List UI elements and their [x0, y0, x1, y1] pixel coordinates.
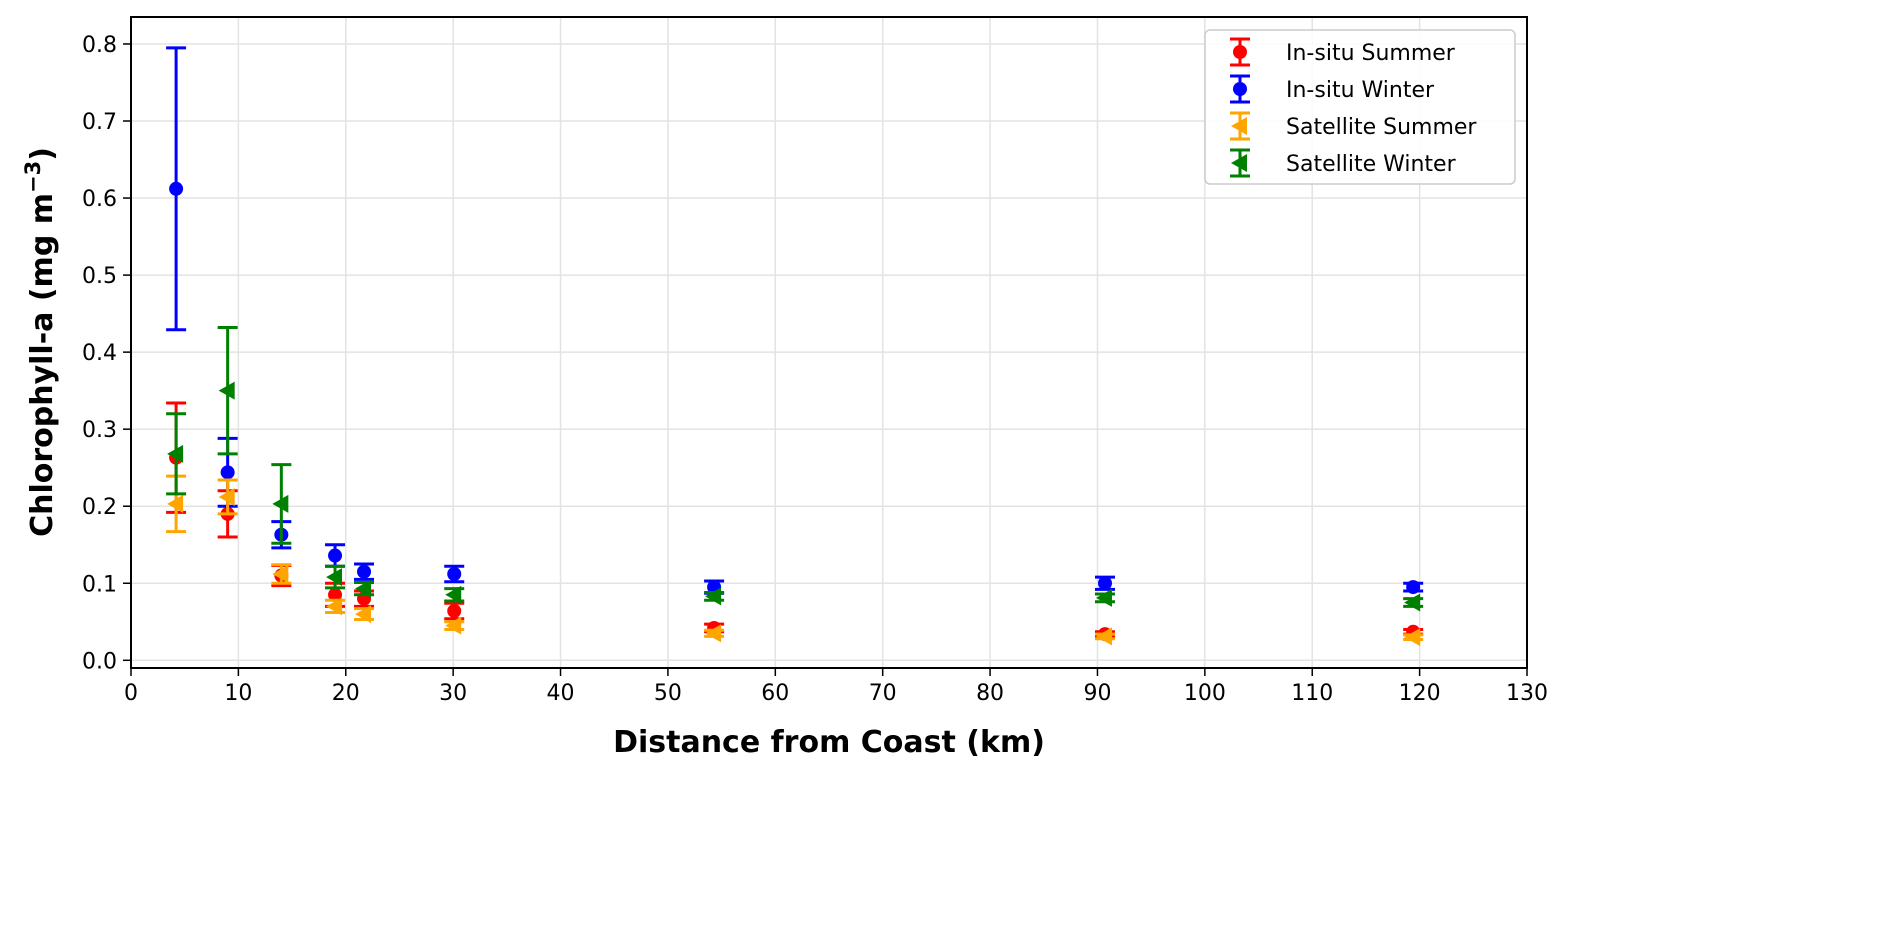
- data-point: [167, 494, 184, 513]
- data-point: [1095, 588, 1112, 607]
- legend-marker: [1233, 82, 1247, 96]
- data-point: [328, 587, 343, 602]
- data-point: [445, 585, 462, 604]
- legend-label: In-situ Winter: [1286, 78, 1435, 103]
- y-tick-label: 0.6: [82, 187, 117, 212]
- y-tick-label: 0.3: [82, 418, 117, 443]
- x-tick-label: 70: [869, 681, 897, 706]
- data-point: [328, 548, 343, 563]
- legend-label: In-situ Summer: [1286, 41, 1456, 66]
- data-marks: [166, 46, 1424, 647]
- legend-item: Satellite Summer: [1230, 111, 1477, 141]
- plot-frame: [130, 16, 1528, 669]
- data-point: [326, 568, 343, 587]
- data-point: [705, 624, 722, 643]
- legend-item: In-situ Summer: [1230, 37, 1456, 67]
- data-point: [445, 616, 462, 635]
- legend: In-situ Summer In-situ Winter Satellite Su…: [1204, 29, 1516, 185]
- data-point: [1095, 627, 1112, 646]
- data-point: [272, 494, 289, 513]
- legend-marker: [1233, 45, 1247, 59]
- data-point: [220, 465, 235, 480]
- data-point: [357, 564, 372, 579]
- x-tick-label: 30: [439, 681, 467, 706]
- series-satellite-summer: [166, 474, 1424, 647]
- legend-item: In-situ Winter: [1230, 74, 1435, 104]
- data-point: [447, 567, 462, 582]
- y-tick-label: 0.7: [82, 110, 117, 135]
- legend-label: Satellite Winter: [1286, 152, 1457, 177]
- series-satellite-winter: [166, 325, 1424, 612]
- data-point: [218, 381, 235, 400]
- data-point: [272, 565, 289, 584]
- x-tick-label: 10: [224, 681, 252, 706]
- legend-label: Satellite Summer: [1286, 115, 1477, 140]
- data-point: [1406, 580, 1421, 595]
- axis-ticks: 0 10 20 30 40 50 60 70 80 90 100 110 120 130 0.0 0.1 0.2…: [82, 33, 1548, 706]
- y-tick-label: 0.1: [82, 572, 117, 597]
- data-point: [1404, 628, 1421, 647]
- x-axis-label: Distance from Coast (km): [613, 725, 1045, 760]
- y-tick-label: 0.4: [82, 341, 117, 366]
- x-tick-label: 60: [761, 681, 789, 706]
- data-point: [355, 605, 372, 624]
- data-point: [167, 444, 184, 463]
- x-tick-label: 0: [124, 681, 138, 706]
- x-tick-label: 110: [1291, 681, 1333, 706]
- x-tick-label: 100: [1184, 681, 1226, 706]
- data-point: [447, 603, 462, 618]
- data-point: [355, 579, 372, 598]
- y-axis-label: Chlorophyll-a (mg m−3): [21, 147, 60, 537]
- x-tick-label: 40: [547, 681, 575, 706]
- data-point: [169, 181, 184, 196]
- x-tick-label: 120: [1399, 681, 1441, 706]
- x-tick-label: 80: [976, 681, 1004, 706]
- data-point: [218, 487, 235, 506]
- y-tick-label: 0.0: [82, 649, 117, 674]
- y-tick-label: 0.2: [82, 495, 117, 520]
- y-tick-label: 0.8: [82, 33, 117, 58]
- x-tick-label: 130: [1506, 681, 1548, 706]
- data-point: [1097, 576, 1112, 591]
- legend-marker: [1231, 117, 1247, 135]
- x-tick-label: 20: [332, 681, 360, 706]
- x-tick-label: 50: [654, 681, 682, 706]
- legend-marker: [1231, 154, 1247, 172]
- series-in-situ-summer: [166, 401, 1424, 642]
- legend-item: Satellite Winter: [1230, 148, 1457, 178]
- data-point: [326, 597, 343, 616]
- data-point: [705, 587, 722, 606]
- x-tick-label: 90: [1083, 681, 1111, 706]
- data-point: [1404, 593, 1421, 612]
- y-tick-label: 0.5: [82, 264, 117, 289]
